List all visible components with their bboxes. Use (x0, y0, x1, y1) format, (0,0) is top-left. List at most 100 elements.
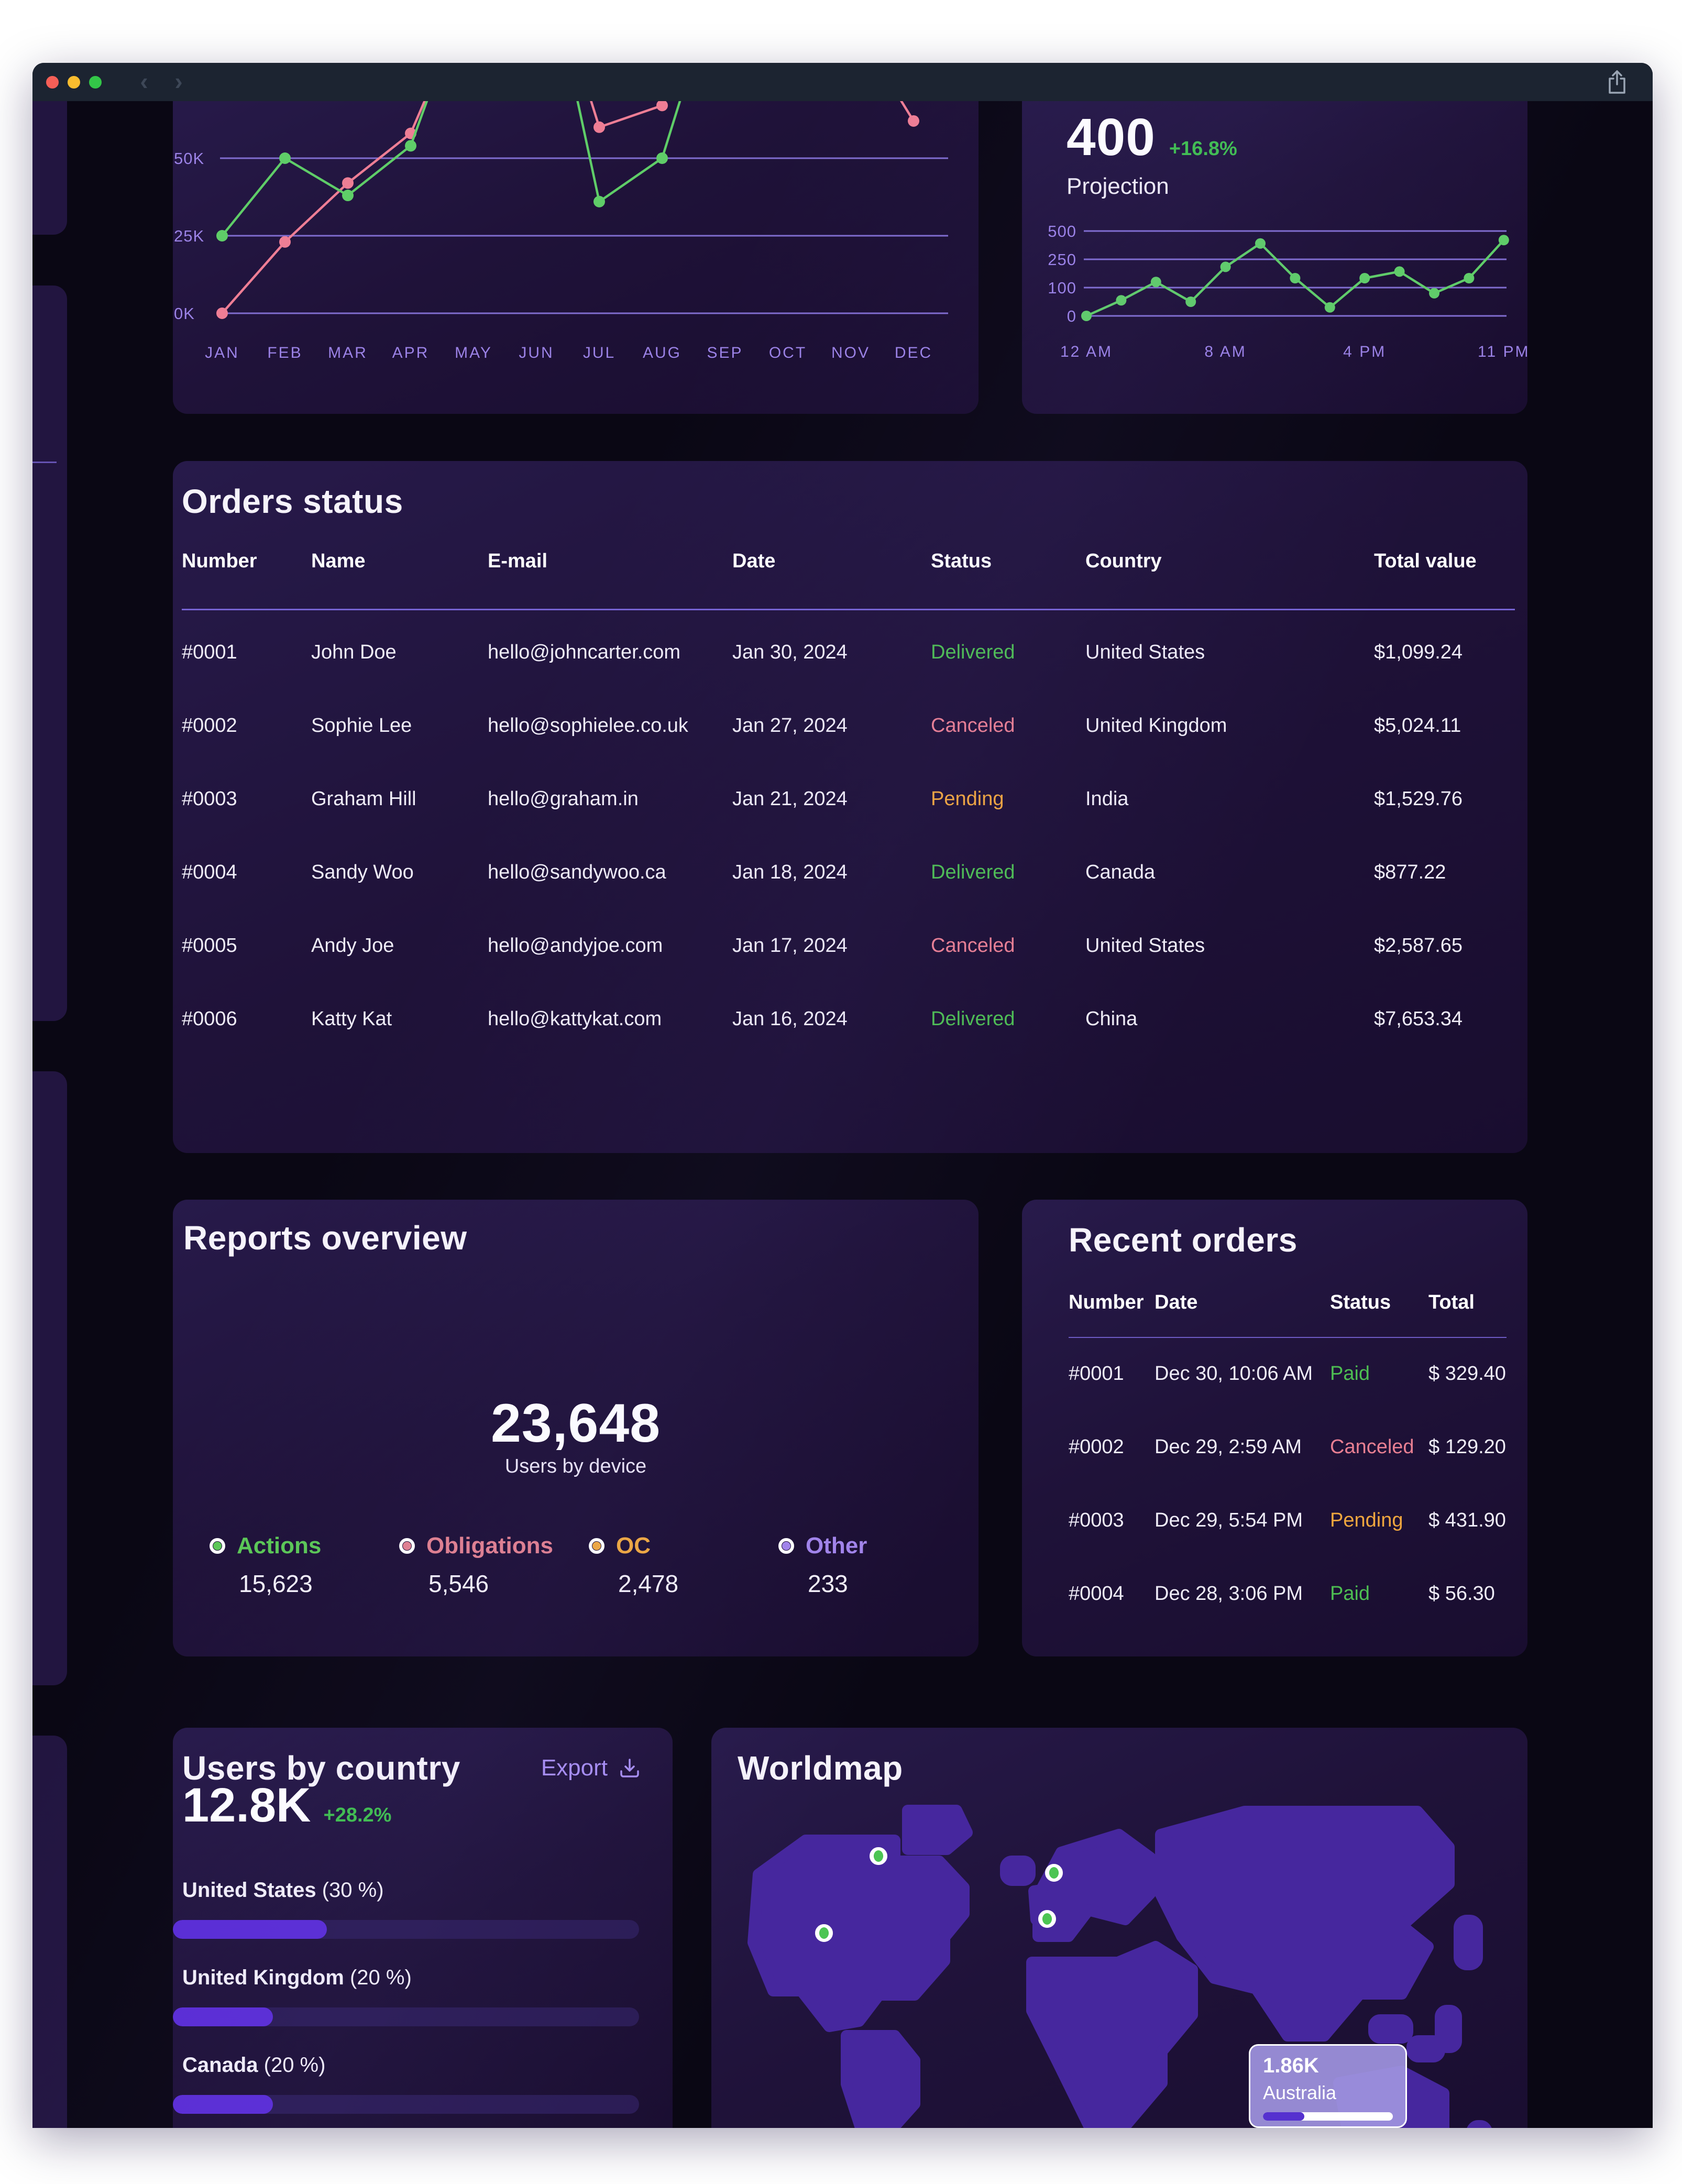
close-window-button[interactable] (46, 75, 59, 89)
svg-text:0: 0 (1067, 307, 1076, 325)
order-name: John Doe (311, 641, 397, 663)
recent-order-row[interactable]: #0003 Dec 29, 5:54 PM Pending $ 431.90 (1022, 1484, 1527, 1557)
order-name: Sophie Lee (311, 714, 412, 737)
order-number: #0001 (1069, 1362, 1124, 1385)
legend-bullet-icon (210, 1538, 225, 1554)
order-name: Graham Hill (311, 787, 416, 810)
svg-text:8 AM: 8 AM (1204, 343, 1246, 360)
revenue-line-chart: 0K 25K 50K JAN FEB MAR APR MAY JUN JUL AUG SEP OCT NO… (174, 101, 948, 361)
country-bar-fill (173, 2095, 273, 2114)
order-email: hello@sophielee.co.uk (488, 714, 688, 737)
order-number: #0001 (182, 641, 237, 663)
card-title: Worldmap (738, 1749, 903, 1787)
legend-item[interactable]: OC 2,478 (589, 1533, 778, 1598)
order-email: hello@kattykat.com (488, 1007, 662, 1030)
country-bar-track (173, 2007, 639, 2026)
svg-text:MAY: MAY (455, 344, 492, 361)
legend-item[interactable]: Other 233 (778, 1533, 968, 1598)
map-marker-icon[interactable] (815, 1924, 833, 1942)
cutoff-card-sliver (32, 286, 67, 1021)
tooltip-country: Australia (1263, 2082, 1337, 2103)
tooltip-progress-fill (1263, 2112, 1305, 2121)
worldmap-card: Worldmap (711, 1728, 1527, 2128)
revenue-chart-card: 0K 25K 50K JAN FEB MAR APR MAY JUN JUL AUG SEP OCT NO… (173, 101, 979, 414)
order-date: Dec 29, 5:54 PM (1155, 1509, 1303, 1531)
svg-text:250: 250 (1048, 250, 1076, 269)
order-row[interactable]: #0003 Graham Hill hello@graham.in Jan 21… (173, 762, 1527, 836)
tooltip-progress-track (1263, 2112, 1393, 2121)
share-icon[interactable] (1606, 69, 1629, 96)
projection-card: 400 +16.8% Projection 0 100 250 500 12 AM 8 A… (1022, 101, 1527, 414)
export-button[interactable]: Export (541, 1755, 641, 1781)
svg-text:AUG: AUG (643, 344, 681, 361)
card-title: Recent orders (1069, 1221, 1298, 1259)
recent-orders-header: Number Date Status Total (1069, 1291, 1475, 1313)
order-total: $7,653.34 (1374, 1007, 1463, 1030)
svg-text:JAN: JAN (205, 344, 239, 361)
legend-label: Other (806, 1533, 867, 1559)
order-row[interactable]: #0004 Sandy Woo hello@sandywoo.ca Jan 18… (173, 836, 1527, 909)
world-map-shapes (747, 1805, 1492, 2128)
cutoff-card-sliver (32, 1736, 67, 2128)
order-date: Jan 27, 2024 (732, 714, 848, 737)
legend-label: Actions (237, 1533, 322, 1559)
legend-label: Obligations (426, 1533, 553, 1559)
map-marker-icon[interactable] (1038, 1910, 1056, 1928)
order-country: United States (1085, 934, 1205, 957)
legend-item[interactable]: Obligations 5,546 (399, 1533, 589, 1598)
svg-text:DEC: DEC (895, 344, 932, 361)
legend-value: 15,623 (239, 1570, 313, 1597)
order-status-badge: Delivered (931, 641, 1015, 663)
order-total: $1,099.24 (1374, 641, 1463, 663)
cutoff-card-sliver (32, 1071, 67, 1685)
svg-text:JUN: JUN (519, 344, 554, 361)
world-map (722, 1791, 1517, 2128)
map-marker-icon[interactable] (870, 1847, 887, 1865)
order-row[interactable]: #0001 John Doe hello@johncarter.com Jan … (173, 616, 1527, 689)
zoom-window-button[interactable] (89, 75, 102, 89)
svg-text:4 PM: 4 PM (1343, 343, 1386, 360)
card-title: Reports overview (183, 1219, 467, 1257)
users-total-label: Users by device (504, 1455, 647, 1477)
order-date: Dec 28, 3:06 PM (1155, 1582, 1303, 1605)
order-status-badge: Delivered (931, 1007, 1015, 1030)
recent-order-row[interactable]: #0002 Dec 29, 2:59 AM Canceled $ 129.20 (1022, 1410, 1527, 1484)
map-marker-icon[interactable] (1045, 1864, 1063, 1882)
map-tooltip: 1.86K Australia (1249, 2044, 1407, 2128)
projection-delta-badge: +16.8% (1169, 138, 1237, 160)
order-country: Canada (1085, 861, 1156, 883)
reports-overview-card: Reports overview 23,648 Users by device … (173, 1200, 979, 1656)
order-name: Sandy Woo (311, 861, 414, 883)
order-status-badge: Delivered (931, 861, 1015, 883)
order-row[interactable]: #0006 Katty Kat hello@kattykat.com Jan 1… (173, 982, 1527, 1056)
order-row[interactable]: #0005 Andy Joe hello@andyjoe.com Jan 17,… (173, 909, 1527, 982)
order-number: #0005 (182, 934, 237, 957)
recent-order-row[interactable]: #0004 Dec 28, 3:06 PM Paid $ 56.30 (1022, 1557, 1527, 1630)
order-total: $ 329.40 (1428, 1362, 1506, 1385)
back-button[interactable]: ‹ (140, 67, 148, 95)
order-status-badge: Paid (1330, 1362, 1370, 1385)
svg-text:OCT: OCT (769, 344, 807, 361)
order-email: hello@johncarter.com (488, 641, 681, 663)
order-date: Dec 30, 10:06 AM (1155, 1362, 1313, 1385)
country-bar-item: United States (30 %) (173, 1879, 639, 1939)
forward-button[interactable]: › (174, 67, 183, 95)
legend-item[interactable]: Actions 15,623 (210, 1533, 399, 1598)
order-number: #0003 (1069, 1509, 1124, 1531)
legend-bullet-icon (778, 1538, 794, 1554)
order-total: $ 129.20 (1428, 1435, 1506, 1458)
order-status-badge: Paid (1330, 1582, 1370, 1605)
recent-order-row[interactable]: #0001 Dec 30, 10:06 AM Paid $ 329.40 (1022, 1337, 1527, 1410)
svg-text:50K: 50K (174, 149, 204, 168)
order-status-badge: Pending (1330, 1509, 1403, 1531)
svg-text:25K: 25K (174, 227, 204, 245)
order-status-badge: Pending (931, 787, 1004, 810)
order-email: hello@sandywoo.ca (488, 861, 666, 883)
order-name: Andy Joe (311, 934, 394, 957)
dashboard-viewport: 0K 25K 50K JAN FEB MAR APR MAY JUN JUL AUG SEP OCT NO… (32, 101, 1653, 2128)
order-number: #0004 (1069, 1582, 1124, 1605)
minimize-window-button[interactable] (68, 75, 80, 89)
svg-text:JUL: JUL (583, 344, 615, 361)
country-bar-fill (173, 2007, 273, 2026)
order-row[interactable]: #0002 Sophie Lee hello@sophielee.co.uk J… (173, 689, 1527, 762)
